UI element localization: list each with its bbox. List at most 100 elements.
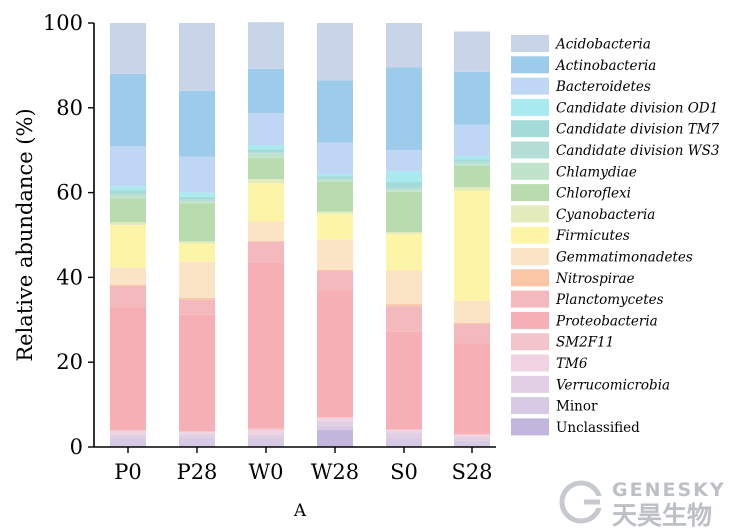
bar-group-w28 — [317, 23, 353, 447]
x-tick-label: P0 — [114, 460, 142, 484]
legend-label: Firmicutes — [555, 228, 630, 244]
legend: Acidobacteria Actinobacteria Bacteroidetes… — [511, 35, 720, 436]
legend-swatch — [511, 120, 549, 138]
bar-segment-p0-minor — [110, 438, 146, 447]
bar-segment-p28-bacteroidetes — [179, 156, 215, 193]
bar-segment-p28-chlamydiae — [179, 201, 215, 204]
bar-segment-s28-chloroflexi — [454, 165, 490, 188]
bar-segment-s0-acidobacteria — [386, 23, 422, 68]
bar-segment-s28-sm2f11 — [454, 434, 490, 436]
bar-segment-w0-chloroflexi — [248, 157, 284, 180]
bar-segment-w28-firmicutes — [317, 213, 353, 240]
legend-swatch — [511, 333, 549, 351]
legend-swatch — [511, 226, 549, 244]
bar-segment-w0-minor — [248, 438, 284, 447]
x-tick-label: W28 — [311, 460, 359, 484]
bar-segment-p28-acidobacteria — [179, 23, 215, 91]
bars-layer — [110, 22, 490, 447]
bar-segment-p28-firmicutes — [179, 243, 215, 262]
bar-segment-p0-verrucomicrobia — [110, 434, 146, 439]
legend-item-candidate-division-ws3: Candidate division WS3 — [511, 141, 719, 159]
bar-segment-p0-candidate-division-ws3 — [110, 193, 146, 196]
legend-swatch — [511, 141, 549, 159]
bar-segment-s0-nitrospirae — [386, 304, 422, 307]
y-tick-label: 100 — [43, 11, 83, 35]
bar-segment-p0-candidate-division-od1 — [110, 186, 146, 191]
bar-segment-w28-verrucomicrobia — [317, 421, 353, 426]
x-tick-label: W0 — [249, 460, 284, 484]
bar-segment-p28-sm2f11 — [179, 431, 215, 433]
y-tick-label: 60 — [56, 181, 83, 205]
bar-segment-p28-tm6 — [179, 432, 215, 435]
x-tick-label: P28 — [177, 460, 218, 484]
bar-segment-p28-gemmatimonadetes — [179, 261, 215, 298]
panel-label: A — [293, 501, 307, 521]
legend-label: Acidobacteria — [554, 37, 651, 53]
bar-segment-w0-cyanobacteria — [248, 179, 284, 184]
y-tick-label: 20 — [56, 350, 83, 374]
bar-segment-s28-candidate-division-ws3 — [454, 161, 490, 164]
bar-segment-p0-proteobacteria — [110, 307, 146, 431]
y-tick-label: 80 — [56, 96, 83, 120]
y-ticks: 0 20 40 60 80 100 — [43, 11, 94, 459]
legend-swatch — [511, 35, 549, 52]
legend-label: Chloroflexi — [556, 186, 631, 202]
bar-segment-w28-candidate-division-ws3 — [317, 178, 353, 180]
bar-segment-w28-tm6 — [317, 418, 353, 422]
bar-segment-p0-sm2f11 — [110, 430, 146, 431]
legend-swatch — [511, 56, 549, 74]
bar-segment-s0-firmicutes — [386, 234, 422, 271]
bar-segment-s28-candidate-division-tm7 — [454, 159, 490, 162]
bar-segment-w0-verrucomicrobia — [248, 434, 284, 439]
y-tick-label: 0 — [70, 435, 83, 459]
bar-segment-w0-gemmatimonadetes — [248, 221, 284, 241]
axes-layer — [93, 23, 496, 448]
bar-segment-s0-proteobacteria — [386, 331, 422, 430]
legend-label: Nitrospirae — [555, 271, 635, 287]
genesky-logo-icon — [559, 480, 607, 524]
bar-segment-w28-candidate-division-tm7 — [317, 176, 353, 179]
bar-segment-w0-bacteroidetes — [248, 113, 284, 146]
legend-swatch — [511, 77, 549, 95]
bar-segment-s0-bacteroidetes — [386, 150, 422, 172]
legend-swatch — [511, 418, 549, 436]
bar-segment-s28-cyanobacteria — [454, 187, 490, 191]
bar-segment-w0-sm2f11 — [248, 428, 284, 431]
bar-group-s0 — [386, 23, 422, 447]
bar-segment-p0-chloroflexi — [110, 198, 146, 223]
legend-swatch — [511, 375, 549, 393]
bar-segment-s28-acidobacteria — [454, 31, 490, 72]
legend-item-acidobacteria: Acidobacteria — [511, 35, 651, 53]
bar-segment-p0-cyanobacteria — [110, 222, 146, 226]
bar-segment-s0-candidate-division-od1 — [386, 171, 422, 182]
legend-item-firmicutes: Firmicutes — [511, 226, 630, 244]
bar-segment-p0-actinobacteria — [110, 73, 146, 146]
bar-segment-w0-proteobacteria — [248, 262, 284, 429]
bar-segment-w28-cyanobacteria — [317, 211, 353, 214]
bar-segment-w0-candidate-division-od1 — [248, 145, 284, 150]
bar-segment-w28-unclassified — [317, 430, 353, 447]
bar-segment-s0-tm6 — [386, 430, 422, 433]
bar-segment-p0-nitrospirae — [110, 284, 146, 286]
y-tick-label: 40 — [56, 265, 83, 289]
bar-segment-s28-gemmatimonadetes — [454, 300, 490, 323]
bar-segment-s0-verrucomicrobia — [386, 432, 422, 439]
legend-item-gemmatimonadetes: Gemmatimonadetes — [511, 248, 693, 266]
bar-segment-w28-sm2f11 — [317, 417, 353, 419]
bar-segment-s28-chlamydiae — [454, 163, 490, 166]
bar-segment-w0-acidobacteria — [248, 22, 284, 69]
bar-segment-p28-chloroflexi — [179, 203, 215, 242]
legend-label: Candidate division OD1 — [556, 100, 718, 116]
bar-segment-p28-planctomycetes — [179, 299, 215, 315]
legend-label: Gemmatimonadetes — [556, 250, 693, 266]
bar-segment-s0-candidate-division-tm7 — [386, 182, 422, 188]
bar-segment-p0-acidobacteria — [110, 23, 146, 74]
legend-item-tm6: TM6 — [511, 354, 588, 372]
legend-swatch — [511, 397, 549, 415]
bar-segment-p0-firmicutes — [110, 225, 146, 268]
legend-item-sm2f11: SM2F11 — [511, 333, 614, 351]
legend-item-bacteroidetes: Bacteroidetes — [511, 77, 651, 95]
legend-item-actinobacteria: Actinobacteria — [511, 56, 656, 74]
bar-segment-p28-candidate-division-ws3 — [179, 198, 215, 202]
bar-segment-w28-chloroflexi — [317, 182, 353, 212]
